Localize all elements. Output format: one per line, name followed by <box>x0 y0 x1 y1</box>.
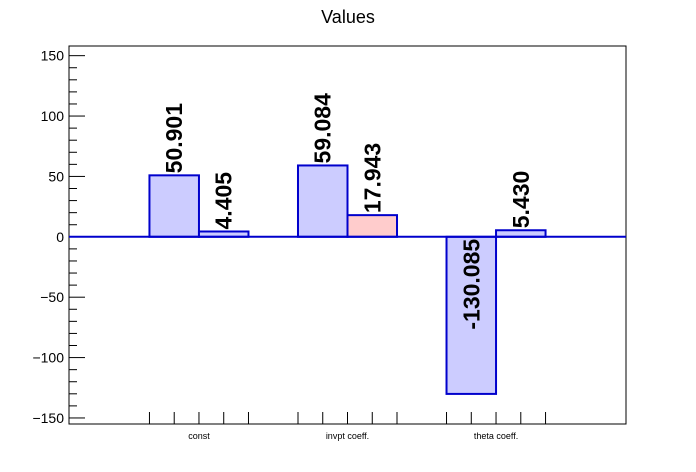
data-label: 59.084 <box>310 93 336 164</box>
category-label: theta coeff. <box>474 431 518 441</box>
y-tick-label: −150 <box>32 410 64 426</box>
y-axis: −150 −100 −50 0 50 100 150 <box>32 48 85 426</box>
bar <box>296 164 349 238</box>
bar <box>148 174 200 238</box>
y-tick-label: 0 <box>56 229 64 245</box>
data-label: 5.430 <box>508 171 534 229</box>
bars <box>148 164 547 395</box>
category-label: invpt coeff. <box>326 431 369 441</box>
data-label: 50.901 <box>161 103 187 174</box>
data-label: -130.085 <box>458 239 484 330</box>
chart-title: Values <box>321 7 375 27</box>
x-axis: const invpt coeff. theta coeff. <box>148 412 547 441</box>
y-tick-label: −50 <box>40 289 64 305</box>
data-labels: 50.901 59.084 -130.085 4.405 17.943 5.430 <box>161 93 534 330</box>
bar <box>445 235 498 395</box>
bar <box>346 214 399 238</box>
category-label: const <box>188 431 210 441</box>
y-tick-label: 150 <box>41 48 65 64</box>
data-label: 4.405 <box>211 172 237 230</box>
data-label: 17.943 <box>359 143 385 213</box>
y-tick-label: −100 <box>32 350 64 366</box>
y-tick-label: 100 <box>41 108 65 124</box>
y-tick-label: 50 <box>48 168 64 184</box>
